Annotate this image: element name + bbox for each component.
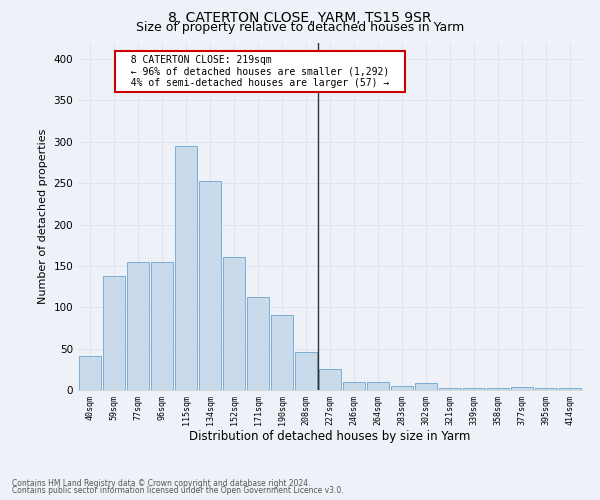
X-axis label: Distribution of detached houses by size in Yarm: Distribution of detached houses by size … [190, 430, 470, 444]
Bar [151, 262, 173, 390]
Bar [223, 257, 245, 390]
Bar [559, 388, 581, 390]
Text: Size of property relative to detached houses in Yarm: Size of property relative to detached ho… [136, 21, 464, 34]
Bar [247, 298, 269, 390]
Text: 8, CATERTON CLOSE, YARM, TS15 9SR: 8, CATERTON CLOSE, YARM, TS15 9SR [168, 11, 432, 25]
Bar [511, 386, 533, 390]
Bar [535, 388, 557, 390]
Text: 8 CATERTON CLOSE: 219sqm  
  ← 96% of detached houses are smaller (1,292)  
  4%: 8 CATERTON CLOSE: 219sqm ← 96% of detach… [119, 55, 401, 88]
Bar [175, 146, 197, 390]
Text: Contains public sector information licensed under the Open Government Licence v3: Contains public sector information licen… [12, 486, 344, 495]
Bar [295, 352, 317, 390]
Bar [271, 314, 293, 390]
Bar [367, 382, 389, 390]
Bar [199, 182, 221, 390]
Text: Contains HM Land Registry data © Crown copyright and database right 2024.: Contains HM Land Registry data © Crown c… [12, 478, 311, 488]
Bar [319, 370, 341, 390]
Bar [439, 388, 461, 390]
Bar [391, 386, 413, 390]
Bar [463, 388, 485, 390]
Y-axis label: Number of detached properties: Number of detached properties [38, 128, 48, 304]
Bar [415, 382, 437, 390]
Bar [127, 262, 149, 390]
Bar [343, 382, 365, 390]
Bar [79, 356, 101, 390]
Bar [487, 388, 509, 390]
Bar [103, 276, 125, 390]
